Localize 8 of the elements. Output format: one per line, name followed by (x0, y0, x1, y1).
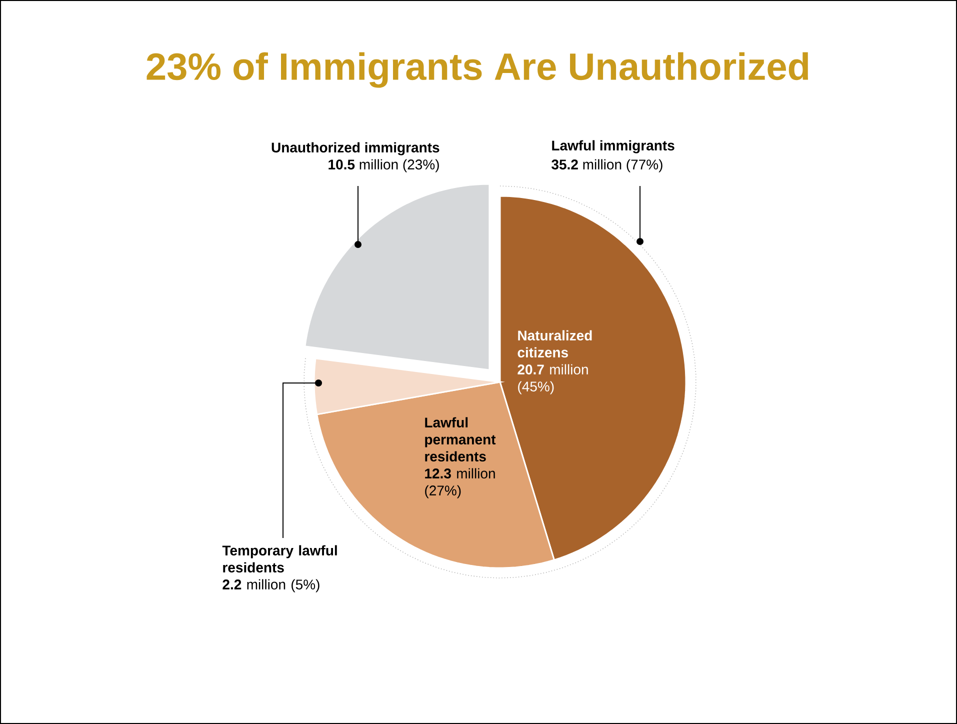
text: Lawful immigrants (552, 140, 674, 154)
chart-title: 23% of Immigrants Are Unauthorized (146, 52, 808, 88)
data-label: 10.5 million (23%) (328, 159, 439, 172)
slice-label: Unauthorized immigrants (272, 142, 440, 156)
data-label: 20.7 million (45%) (518, 364, 588, 394)
data-label: 12.3 million (27%) (425, 468, 495, 498)
text: 35.2 million (77%) (552, 159, 662, 172)
data-label: 2.2 million (5%) (222, 579, 320, 592)
